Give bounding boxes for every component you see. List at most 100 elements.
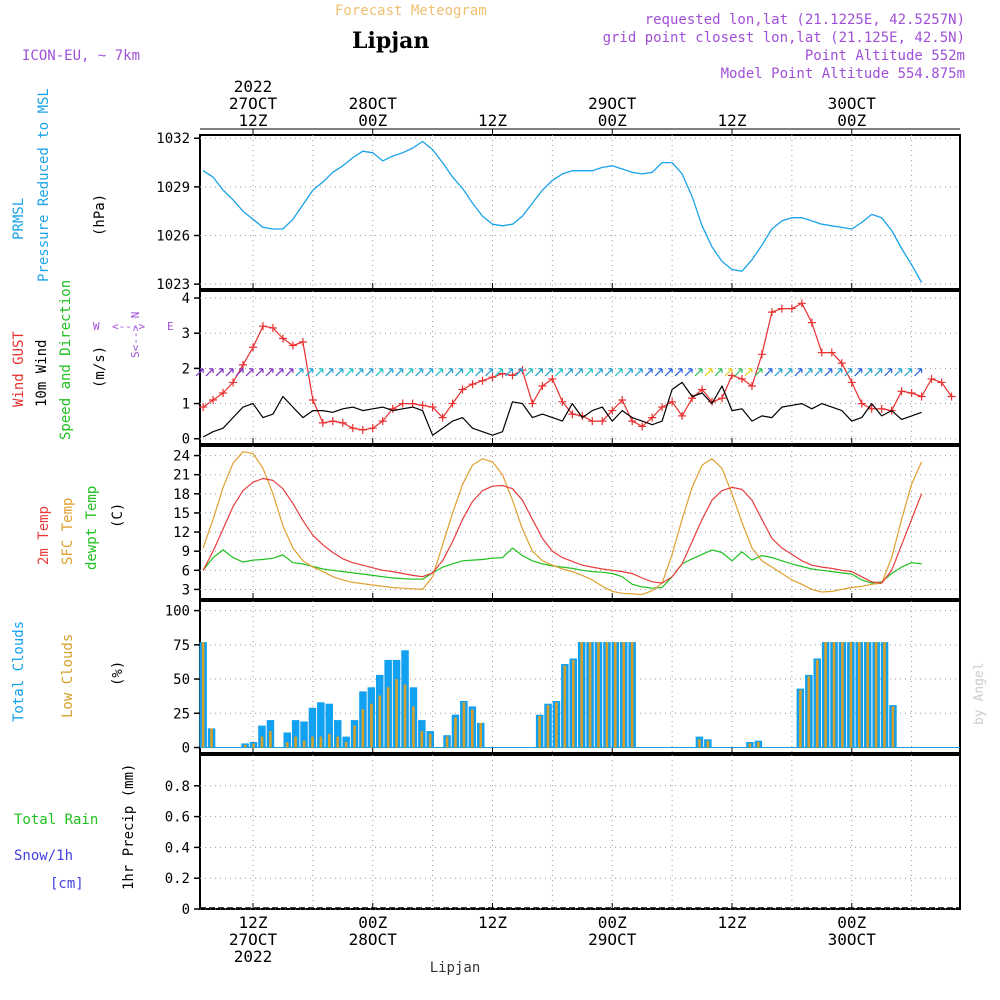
wind-gust-marker (947, 392, 956, 401)
wind-gust-marker (229, 378, 238, 387)
wind-direction-arrow (524, 368, 534, 377)
wind-direction-arrow (634, 368, 643, 377)
wind-direction-arrow (335, 368, 344, 377)
low-cloud-bar (597, 642, 600, 748)
clouds-ytick-label: 0 (182, 741, 190, 757)
sfc-temp-line (202, 451, 923, 596)
dewpt-line (202, 547, 922, 589)
wind-gust-marker (528, 399, 537, 408)
wind-gust-marker (348, 424, 357, 433)
low-cloud-bar (891, 706, 895, 748)
wind-gust-marker (298, 338, 307, 346)
total-cloud-bar (283, 732, 291, 748)
precip-frame (199, 754, 961, 910)
wind-dir-label: Speed and Direction (58, 280, 74, 440)
top-axis-label: 12Z (239, 111, 268, 130)
forecast-title: Forecast Meteogram (335, 3, 487, 19)
wind-gust-marker (817, 348, 826, 357)
wind-gust-marker (937, 378, 946, 387)
wind-gust-marker (927, 374, 936, 383)
total-cloud-bar (325, 703, 333, 748)
low-cloud-bar (622, 642, 625, 748)
wind-direction-arrow (515, 368, 524, 377)
low-cloud-bar (799, 690, 802, 748)
top-axis-label: 2022 (234, 77, 273, 96)
low-cloud-bar (403, 684, 407, 748)
wind-direction-arrow (225, 368, 234, 377)
low-cloud-bar (757, 742, 760, 748)
compass-west: W (93, 320, 100, 333)
precip-ytick-label: 0.4 (165, 840, 190, 856)
low-cloud-bar (395, 679, 398, 748)
temperature-ytick-label: 21 (173, 468, 190, 484)
wind-gust-marker (258, 322, 267, 331)
temperature-ytick-label: 12 (173, 525, 190, 541)
temperature-ytick-label: 9 (182, 544, 190, 560)
wind-gust-marker (708, 397, 717, 406)
clouds-unit: (%) (110, 661, 126, 686)
credit-watermark: by Angel (972, 662, 987, 725)
wind-direction-arrow (664, 368, 673, 377)
wind-direction-arrow (415, 368, 424, 377)
top-axis-label: 30OCT (828, 94, 877, 113)
low-clouds-label: Low Clouds (60, 634, 76, 718)
wind-gust-marker (558, 397, 567, 406)
pressure-ytick-label: 1029 (156, 180, 190, 196)
wind-frame (199, 290, 961, 445)
location-title: Lipjan (352, 28, 429, 54)
temperature-ytick-label: 24 (173, 449, 190, 465)
wind-gust-marker (638, 422, 647, 431)
wind-direction-arrow (684, 368, 693, 377)
wind-direction-arrow (704, 368, 713, 377)
wind-direction-arrow (694, 368, 703, 377)
wind-direction-arrow (285, 368, 294, 377)
wind-direction-arrow (355, 368, 364, 377)
compass-mid: <---> (112, 320, 145, 333)
temperature-ytick-label: 15 (173, 506, 190, 522)
wind10-line (202, 381, 922, 438)
bottom-axis-label: 00Z (358, 913, 387, 932)
wind-gust-marker (837, 359, 846, 368)
bottom-axis-label: 12Z (478, 913, 507, 932)
wind-gust-marker (358, 425, 367, 434)
low-cloud-bar (815, 659, 819, 748)
pressure-ytick-label: 1023 (156, 277, 190, 293)
wind-gust-marker (648, 413, 657, 422)
wind-direction-arrow (365, 368, 374, 377)
top-axis-label: 27OCT (229, 94, 278, 113)
wind-gust-marker (787, 304, 796, 313)
wind-direction-arrow (534, 368, 543, 377)
precip-ytick-label: 0 (182, 902, 190, 918)
wind-direction-arrow (604, 368, 613, 377)
low-cloud-bar (588, 642, 592, 748)
requested-coords: requested lon,lat (21.1225E, 42.5257N) (645, 12, 965, 28)
clouds-ytick-label: 50 (173, 672, 190, 688)
grid-point-coords: grid point closest lon,lat (21.125E, 42.… (603, 30, 965, 46)
wind-gust-marker (288, 341, 297, 350)
low-cloud-bar (210, 728, 213, 748)
footer-location: Lipjan (430, 960, 481, 976)
wind-direction-arrow (624, 368, 633, 377)
temperature-ytick-label: 6 (182, 563, 190, 579)
wind-direction-arrow (584, 368, 593, 377)
low-cloud-bar (361, 709, 365, 748)
wind-gust-marker (907, 389, 916, 397)
wind-gust-marker (318, 418, 327, 427)
wind-gust-marker (827, 348, 836, 357)
wind-gust-marker (239, 360, 248, 369)
low-cloud-bar (445, 736, 449, 748)
wind10-label: 10m Wind (34, 340, 50, 407)
wind-direction-arrow (904, 368, 913, 377)
wind-direction-arrow (554, 368, 563, 377)
wind-direction-arrow (734, 368, 743, 377)
wind-direction-arrow (864, 368, 873, 377)
precip-ytick-label: 0.8 (165, 779, 190, 795)
wind-gust-marker (718, 394, 727, 403)
low-cloud-bar (462, 702, 466, 748)
wind-ytick-label: 1 (182, 397, 190, 413)
low-cloud-bar (580, 642, 583, 748)
wind-direction-arrow (495, 368, 504, 377)
bottom-axis-label: 00Z (837, 913, 866, 932)
bottom-axis-label: 28OCT (349, 930, 398, 949)
precip-ytick-label: 0.6 (165, 810, 190, 826)
